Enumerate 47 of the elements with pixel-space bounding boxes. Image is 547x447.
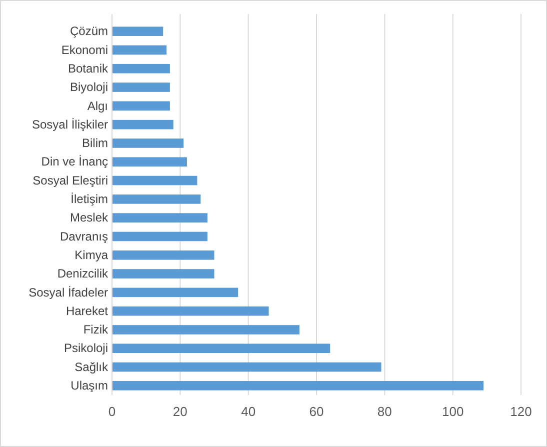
bar: [112, 325, 300, 334]
x-tick-label: 0: [108, 404, 116, 420]
y-tick-label: Din ve İnanç: [41, 154, 108, 169]
x-tick-label: 60: [309, 404, 324, 420]
bar: [112, 101, 170, 111]
x-tick-label: 20: [172, 404, 188, 420]
bar: [112, 120, 174, 130]
y-tick-label: Sosyal İfadeler: [28, 285, 108, 300]
y-tick-label: Ekonomi: [61, 42, 108, 57]
bar: [112, 176, 198, 186]
bar: [112, 157, 187, 167]
y-tick-label: Botanik: [68, 61, 109, 76]
y-tick-label: Sağlık: [74, 360, 109, 374]
bar: [112, 64, 170, 74]
y-tick-label: Sosyal İlişkiler: [32, 117, 108, 132]
bar: [112, 288, 238, 298]
y-tick-label: Psikoloji: [64, 341, 108, 356]
y-tick-label: Kimya: [74, 248, 108, 262]
bar: [112, 194, 201, 204]
bar: [112, 138, 184, 148]
y-tick-label: Sosyal Eleştiri: [32, 173, 108, 188]
bar: [112, 213, 208, 222]
bar: [112, 250, 214, 260]
x-tick-label: 40: [241, 404, 256, 420]
bar: [112, 232, 208, 242]
bar: [112, 269, 214, 278]
y-tick-label: Denizcilik: [57, 266, 109, 281]
x-tick-label: 120: [510, 404, 532, 420]
bar: [112, 82, 170, 92]
y-tick-label: Bilim: [82, 136, 108, 150]
y-tick-label: Ulaşım: [70, 378, 108, 393]
y-tick-label: Çözüm: [70, 24, 108, 38]
x-tick-label: 80: [377, 404, 392, 420]
bar: [112, 306, 269, 316]
y-tick-label: Hareket: [66, 304, 109, 318]
bar: [112, 344, 330, 354]
x-tick-label: 100: [442, 404, 464, 420]
y-tick-label: Algı: [87, 98, 108, 113]
y-tick-label: Davranış: [60, 229, 108, 244]
bar: [112, 26, 164, 36]
bar: [112, 362, 382, 372]
bar: [112, 45, 167, 55]
y-tick-label: Meslek: [70, 210, 109, 225]
bar: [112, 381, 484, 390]
y-tick-label: Biyoloji: [70, 80, 108, 94]
y-tick-label: Fizik: [83, 322, 109, 337]
y-tick-label: İletişim: [70, 192, 108, 206]
